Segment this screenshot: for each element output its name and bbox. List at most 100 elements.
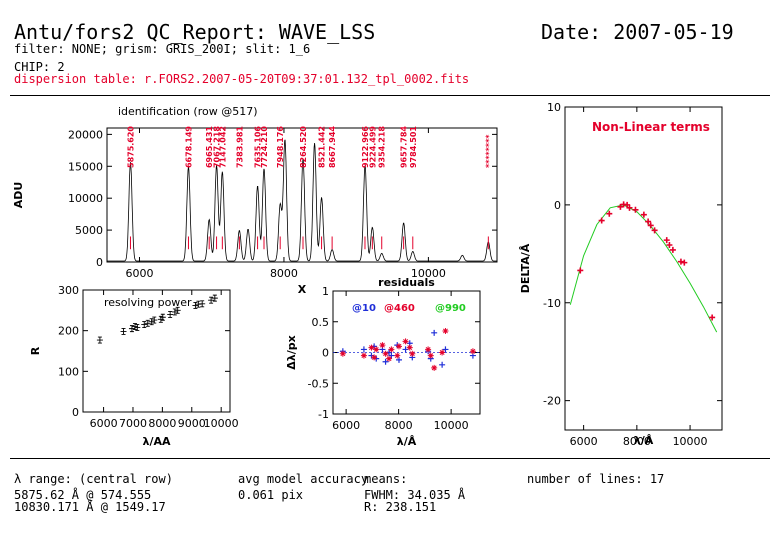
line-id-label: 8264.520 (299, 126, 308, 168)
residuals-ytick-label: -1 (318, 408, 329, 421)
resolving-power-ylabel: R (29, 346, 42, 355)
resolving-power-point (134, 323, 141, 331)
resolving-power-xtick-label: 9000 (178, 417, 206, 430)
residual-point (388, 346, 395, 353)
spectrum-ytick-label: 5000 (75, 224, 103, 237)
mean-fwhm: FWHM: 34.035 Å (364, 488, 466, 502)
resolving-power-point (199, 300, 206, 308)
line-id-label: 6965.431 (205, 126, 214, 168)
spectrum-xtick-label: 10000 (411, 267, 446, 280)
residual-point (394, 352, 401, 359)
nonlinear-ytick-label: 10 (547, 101, 561, 114)
residuals-ylabel: Δλ/px (285, 335, 298, 369)
residual-point (379, 342, 386, 349)
line-id-label: 7948.176 (276, 126, 285, 168)
residuals-title: residuals (378, 276, 435, 289)
resolving-power-point (174, 306, 181, 314)
nonlinear-point (598, 217, 605, 224)
report-title: Antu/fors2 QC_Report: WAVE_LSS (14, 20, 376, 44)
resolving-power-frame (82, 289, 231, 413)
resolving-power-point (167, 310, 174, 318)
resolving-power-point (151, 316, 158, 324)
nonlinear-xtick-label: 10000 (673, 435, 708, 448)
residuals-legend-item: @460 (384, 303, 415, 314)
residual-point (388, 352, 395, 359)
residual-point (382, 350, 389, 357)
nonlinear-fit-curve (569, 204, 718, 333)
nonlinear-ytick-label: -10 (543, 297, 561, 310)
resolving-power-point (171, 308, 178, 316)
residual-point (339, 350, 346, 357)
residual-point (442, 346, 449, 353)
line-id-label: 5875.620 (126, 126, 135, 168)
line-id-label: 8667.944 (328, 126, 337, 168)
spectrum-ytick-label: 20000 (68, 128, 103, 141)
resolving-power-ytick-label: 200 (58, 325, 79, 338)
nonlinear-xtick-label: 8000 (623, 435, 651, 448)
nonlinear-point (577, 267, 584, 274)
line-id-label: 7635.106 (254, 126, 263, 168)
resolving-power-ytick-label: 0 (72, 406, 79, 419)
residual-point (368, 344, 375, 351)
residual-point (360, 346, 367, 353)
line-id-label: 9354.218 (378, 126, 387, 168)
spectrum-xtick-label: 8000 (270, 267, 298, 280)
nonlinear-point (677, 258, 684, 265)
residual-point (386, 355, 393, 362)
resolving-power-ytick-label: 300 (58, 284, 79, 297)
residual-point (425, 346, 432, 353)
line-id-label: 7147.042 (218, 126, 227, 168)
resolving-power-point (211, 294, 218, 302)
residual-point (371, 354, 378, 361)
residual-point (431, 329, 438, 336)
residual-point (373, 346, 380, 353)
nonlinear-point (709, 314, 716, 321)
spectrum-xtick-label: 6000 (126, 267, 154, 280)
nonlinear-xlabel: λ/Å (634, 434, 654, 447)
residual-point (439, 361, 446, 368)
spectrum-xlabel: X (298, 283, 307, 296)
nonlinear-ytick-label: -20 (543, 395, 561, 408)
resolving-power-point (159, 313, 166, 321)
resolving-power-xtick-label: 8000 (148, 417, 176, 430)
residual-point (382, 358, 389, 365)
line-id-label: 8521.442 (318, 126, 327, 168)
line-id-label: ******** (484, 134, 493, 168)
report-date: Date: 2007-05-19 (541, 20, 734, 44)
residual-point (406, 344, 413, 351)
residuals-xlabel: λ/Å (397, 435, 417, 448)
nonlinear-point (617, 203, 624, 210)
residuals-legend-item: @10 (352, 303, 376, 314)
lambda-range-label: λ range: (central row) (14, 472, 173, 486)
resolving-power-point (131, 323, 138, 331)
line-id-label: 9122.966 (361, 126, 370, 168)
line-id-label: 9657.784 (400, 126, 409, 168)
resolving-power-point (144, 319, 151, 327)
resolving-power-ytick-label: 100 (58, 365, 79, 378)
residual-point (427, 352, 434, 359)
nonlinear-ylabel: DELTA/Å (519, 243, 532, 293)
line-id-label: 9784.501 (409, 126, 418, 168)
spectrum-title: identification (row @517) (118, 105, 258, 118)
residuals-ytick-label: -0.5 (308, 377, 329, 390)
spectrum-line (107, 139, 497, 262)
line-id-label: 9224.499 (368, 126, 377, 168)
residual-point (439, 349, 446, 356)
lambda-range-end: 10830.171 Å @ 1549.17 (14, 500, 166, 514)
residual-point (442, 327, 449, 334)
nonlinear-point (681, 259, 688, 266)
spectrum-ylabel: ADU (12, 182, 25, 209)
header-dispersion-table: dispersion table: r.FORS2.2007-05-20T09:… (14, 72, 470, 86)
line-id-label: 7383.981 (235, 126, 244, 168)
header-chip: CHIP: 2 (14, 60, 65, 74)
mean-resolution: R: 238.151 (364, 500, 437, 514)
line-id-label: 6678.149 (184, 126, 193, 168)
residual-point (402, 338, 409, 345)
nonlinear-xtick-label: 6000 (570, 435, 598, 448)
lambda-range-start: 5875.62 Å @ 574.555 (14, 488, 152, 502)
resolving-power-point (157, 315, 164, 323)
residual-point (360, 352, 367, 359)
spectrum-ytick-label: 15000 (68, 160, 103, 173)
resolving-power-point (96, 336, 103, 344)
